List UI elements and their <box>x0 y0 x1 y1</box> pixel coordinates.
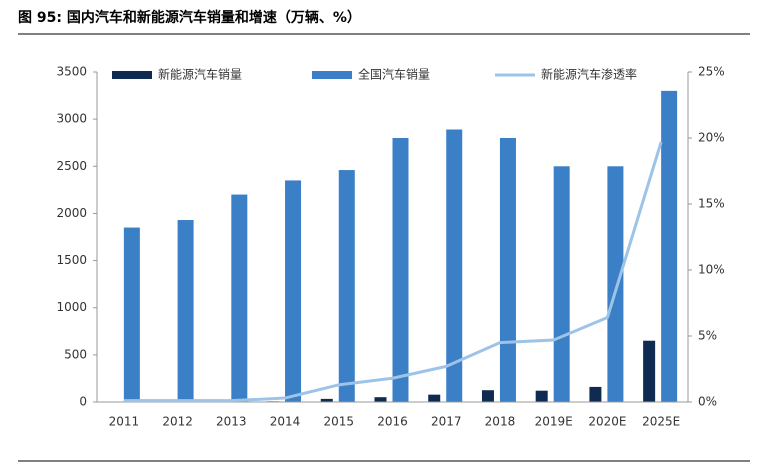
x-tick-label: 2019E <box>535 415 573 429</box>
x-tick-label: 2011 <box>109 415 140 429</box>
y2-tick-label: 5% <box>698 329 717 343</box>
bar <box>338 170 355 402</box>
bar <box>643 340 656 402</box>
bar <box>499 138 516 402</box>
y2-tick-label: 0% <box>698 395 717 409</box>
bar <box>553 166 570 402</box>
legend-label: 全国汽车销量 <box>358 67 430 82</box>
y-tick-label: 1500 <box>56 253 87 267</box>
y-tick-label: 2500 <box>56 159 87 173</box>
bar <box>231 194 248 402</box>
x-tick-label: 2020E <box>588 415 626 429</box>
chart-title: 图 95: 国内汽车和新能源汽车销量和增速（万辆、%） <box>18 9 361 26</box>
legend-label: 新能源汽车销量 <box>158 67 242 82</box>
y2-tick-label: 15% <box>698 197 725 211</box>
bar <box>535 390 548 402</box>
x-tick-label: 2014 <box>270 415 301 429</box>
bar <box>123 227 140 402</box>
x-tick-label: 2017 <box>431 415 462 429</box>
y-tick-label: 0 <box>79 395 87 409</box>
legend-label: 新能源汽车渗透率 <box>541 67 637 82</box>
y-tick-label: 3500 <box>56 65 87 79</box>
line <box>123 141 663 403</box>
y2-tick-label: 25% <box>698 65 725 79</box>
bar <box>661 90 678 402</box>
bar <box>446 129 463 402</box>
y-tick-label: 3000 <box>56 112 87 126</box>
y-tick-label: 2000 <box>56 206 87 220</box>
bar <box>392 138 409 402</box>
bar <box>374 397 387 402</box>
x-tick-label: 2015 <box>323 415 354 429</box>
y-tick-label: 1000 <box>56 300 87 314</box>
bar <box>177 220 194 402</box>
y-tick-label: 500 <box>64 347 87 361</box>
x-tick-label: 2025E <box>642 415 680 429</box>
x-tick-label: 2016 <box>377 415 408 429</box>
bar <box>428 394 441 402</box>
bar <box>607 166 624 402</box>
y2-tick-label: 20% <box>698 131 725 145</box>
x-tick-label: 2013 <box>216 415 247 429</box>
bar <box>285 180 302 402</box>
x-tick-label: 2012 <box>162 415 193 429</box>
x-tick-label: 2018 <box>485 415 516 429</box>
bar <box>589 386 602 402</box>
legend-swatch <box>312 71 352 79</box>
bar <box>481 390 494 402</box>
bar <box>320 398 333 402</box>
y2-tick-label: 10% <box>698 263 725 277</box>
legend-swatch <box>112 71 152 79</box>
